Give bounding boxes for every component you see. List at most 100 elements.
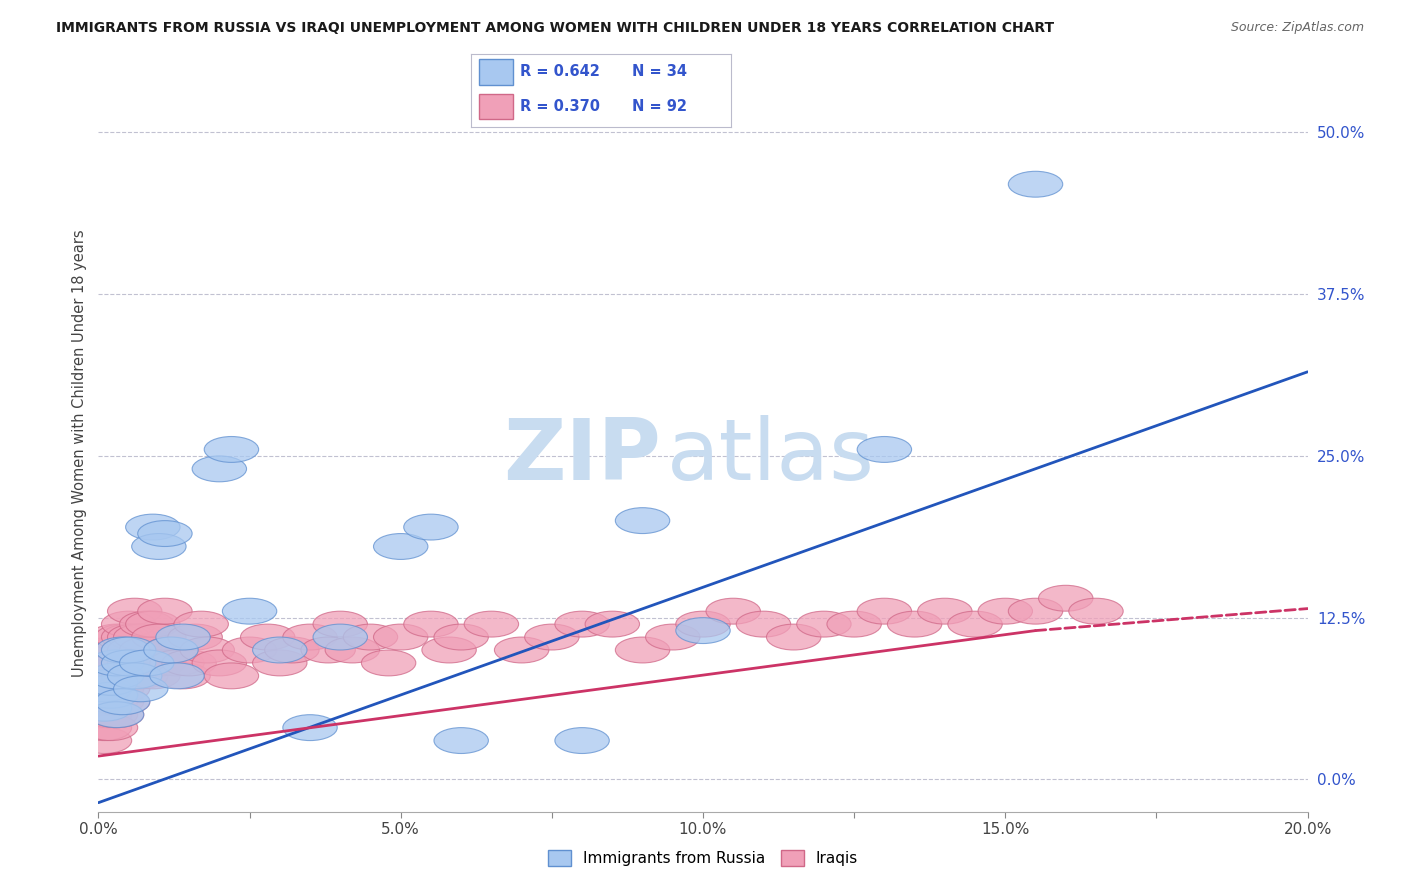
Ellipse shape <box>83 650 138 676</box>
Ellipse shape <box>1069 599 1123 624</box>
Legend: Immigrants from Russia, Iraqis: Immigrants from Russia, Iraqis <box>541 844 865 872</box>
Ellipse shape <box>314 611 367 637</box>
Ellipse shape <box>827 611 882 637</box>
Ellipse shape <box>555 728 609 754</box>
Ellipse shape <box>222 637 277 663</box>
Ellipse shape <box>77 676 132 702</box>
Ellipse shape <box>1039 585 1092 611</box>
Ellipse shape <box>193 650 246 676</box>
Ellipse shape <box>434 624 488 650</box>
Text: IMMIGRANTS FROM RUSSIA VS IRAQI UNEMPLOYMENT AMONG WOMEN WITH CHILDREN UNDER 18 : IMMIGRANTS FROM RUSSIA VS IRAQI UNEMPLOY… <box>56 21 1054 35</box>
Text: R = 0.642: R = 0.642 <box>520 64 600 79</box>
Ellipse shape <box>107 624 162 650</box>
Ellipse shape <box>404 611 458 637</box>
Ellipse shape <box>156 663 211 689</box>
Ellipse shape <box>858 436 911 462</box>
Ellipse shape <box>77 702 132 728</box>
Ellipse shape <box>101 624 156 650</box>
Ellipse shape <box>90 650 143 676</box>
Ellipse shape <box>422 637 477 663</box>
Ellipse shape <box>114 650 167 676</box>
Ellipse shape <box>101 637 156 663</box>
Bar <box>479 60 513 85</box>
Ellipse shape <box>77 702 132 728</box>
Ellipse shape <box>948 611 1002 637</box>
Ellipse shape <box>77 663 132 689</box>
Ellipse shape <box>96 637 150 663</box>
Ellipse shape <box>343 624 398 650</box>
Ellipse shape <box>107 637 162 663</box>
Ellipse shape <box>77 728 132 754</box>
Ellipse shape <box>204 436 259 462</box>
Ellipse shape <box>120 637 174 663</box>
Ellipse shape <box>283 624 337 650</box>
Ellipse shape <box>645 624 700 650</box>
Text: Source: ZipAtlas.com: Source: ZipAtlas.com <box>1230 21 1364 34</box>
Ellipse shape <box>253 637 307 663</box>
Ellipse shape <box>283 714 337 740</box>
Ellipse shape <box>555 611 609 637</box>
Ellipse shape <box>90 689 143 714</box>
Text: ZIP: ZIP <box>503 415 661 498</box>
Ellipse shape <box>766 624 821 650</box>
Ellipse shape <box>858 599 911 624</box>
Text: R = 0.370: R = 0.370 <box>520 99 600 113</box>
Ellipse shape <box>96 637 150 663</box>
Ellipse shape <box>918 599 972 624</box>
Ellipse shape <box>156 624 211 650</box>
Ellipse shape <box>253 650 307 676</box>
Ellipse shape <box>138 521 193 547</box>
Ellipse shape <box>301 637 356 663</box>
Ellipse shape <box>325 637 380 663</box>
Ellipse shape <box>96 689 150 714</box>
Ellipse shape <box>143 637 198 663</box>
Text: atlas: atlas <box>666 415 875 498</box>
Ellipse shape <box>887 611 942 637</box>
Ellipse shape <box>125 514 180 540</box>
Ellipse shape <box>676 617 730 643</box>
Ellipse shape <box>77 695 132 721</box>
Ellipse shape <box>107 650 162 676</box>
Ellipse shape <box>222 599 277 624</box>
Ellipse shape <box>616 508 669 533</box>
Ellipse shape <box>90 650 143 676</box>
Ellipse shape <box>797 611 851 637</box>
Ellipse shape <box>77 689 132 714</box>
Ellipse shape <box>90 663 143 689</box>
Ellipse shape <box>585 611 640 637</box>
Ellipse shape <box>204 663 259 689</box>
Ellipse shape <box>77 689 132 714</box>
Ellipse shape <box>101 650 156 676</box>
Ellipse shape <box>706 599 761 624</box>
Ellipse shape <box>90 637 143 663</box>
Ellipse shape <box>464 611 519 637</box>
Ellipse shape <box>83 637 138 663</box>
Ellipse shape <box>77 676 132 702</box>
Ellipse shape <box>434 728 488 754</box>
Ellipse shape <box>143 637 198 663</box>
Ellipse shape <box>150 650 204 676</box>
Ellipse shape <box>132 650 186 676</box>
Ellipse shape <box>404 514 458 540</box>
Ellipse shape <box>96 624 150 650</box>
Ellipse shape <box>167 624 222 650</box>
Ellipse shape <box>162 650 217 676</box>
Ellipse shape <box>125 611 180 637</box>
Ellipse shape <box>132 533 186 559</box>
Ellipse shape <box>114 624 167 650</box>
Ellipse shape <box>125 663 180 689</box>
Ellipse shape <box>101 663 156 689</box>
Ellipse shape <box>83 714 138 740</box>
Ellipse shape <box>83 676 138 702</box>
Ellipse shape <box>90 702 143 728</box>
Ellipse shape <box>132 624 186 650</box>
Ellipse shape <box>83 663 138 689</box>
Ellipse shape <box>83 669 138 695</box>
Ellipse shape <box>374 533 427 559</box>
Ellipse shape <box>676 611 730 637</box>
Ellipse shape <box>264 637 319 663</box>
Ellipse shape <box>114 663 167 689</box>
Ellipse shape <box>90 663 143 689</box>
Ellipse shape <box>524 624 579 650</box>
Ellipse shape <box>1008 171 1063 197</box>
